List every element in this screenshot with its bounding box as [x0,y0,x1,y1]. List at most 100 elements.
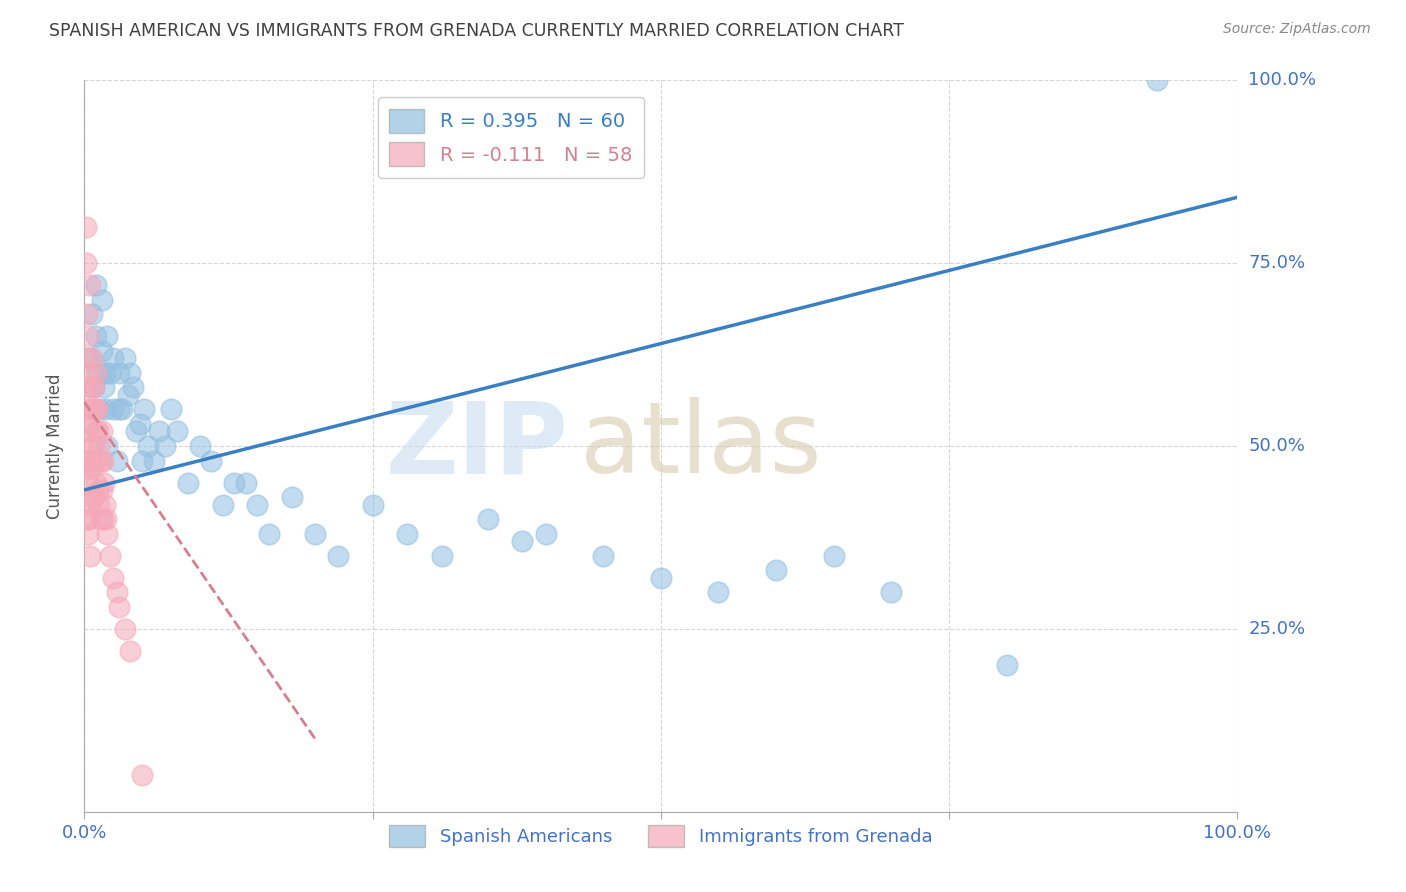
Point [86,453,108,467]
Point [87,425,110,439]
Point [177,475,200,490]
Point [91,453,114,467]
Point [80,380,103,394]
Point [76,402,98,417]
Point [142,453,165,467]
Point [160,402,183,417]
Point [148,425,170,439]
Point [84,278,107,293]
Point [87,483,110,497]
Point [103,402,124,417]
Point [80,439,103,453]
Point [76,512,98,526]
Point [120,366,142,380]
Point [83,380,105,394]
Text: 100.0%: 100.0% [1249,71,1316,89]
Point [82,351,104,366]
Point [166,425,188,439]
Point [90,483,112,497]
Point [89,512,111,526]
Point [534,526,557,541]
Point [82,307,104,321]
Point [512,534,534,549]
Point [707,585,730,599]
Point [880,585,903,599]
Point [83,402,105,417]
Point [94,366,117,380]
Point [75,256,97,270]
Point [304,526,326,541]
Point [79,402,101,417]
Text: ZIP: ZIP [385,398,568,494]
Point [108,402,131,417]
Point [87,366,110,380]
Point [98,366,121,380]
Text: Source: ZipAtlas.com: Source: ZipAtlas.com [1223,22,1371,37]
Point [823,549,845,563]
Point [79,549,101,563]
Point [224,475,246,490]
Point [90,293,112,307]
Point [128,417,150,431]
Point [77,417,100,431]
Point [89,453,111,467]
Point [90,343,112,358]
Point [361,498,384,512]
Point [76,351,98,366]
Point [77,512,100,526]
Text: atlas: atlas [581,398,821,494]
Point [76,380,98,394]
Point [134,402,156,417]
Point [80,490,103,504]
Point [84,329,107,343]
Point [257,526,280,541]
Point [650,571,672,585]
Point [77,461,100,475]
Text: 75.0%: 75.0% [1249,254,1306,272]
Point [84,366,107,380]
Text: SPANISH AMERICAN VS IMMIGRANTS FROM GRENADA CURRENTLY MARRIED CORRELATION CHART: SPANISH AMERICAN VS IMMIGRANTS FROM GREN… [49,22,904,40]
Point [79,278,101,293]
Point [96,439,118,453]
Point [105,585,128,599]
Point [430,549,453,563]
Point [76,475,98,490]
Point [103,571,124,585]
Point [108,366,131,380]
Point [995,658,1018,673]
Point [77,366,100,380]
Point [131,453,153,467]
Point [91,512,114,526]
Point [188,439,211,453]
Point [86,402,108,417]
Point [84,475,107,490]
Point [76,425,98,439]
Point [396,526,419,541]
Point [79,498,101,512]
Point [121,380,143,394]
Point [98,549,121,563]
Point [84,425,107,439]
Point [93,475,115,490]
Y-axis label: Currently Married: Currently Married [45,373,63,519]
Point [79,453,101,467]
Point [76,307,98,321]
Point [89,402,111,417]
Point [246,498,269,512]
Point [153,439,176,453]
Point [105,453,128,467]
Point [131,768,153,782]
Point [211,498,233,512]
Point [108,599,131,614]
Legend: Spanish Americans, Immigrants from Grenada: Spanish Americans, Immigrants from Grena… [382,817,939,854]
Point [111,402,134,417]
Point [79,351,101,366]
Point [94,498,117,512]
Point [235,475,257,490]
Point [90,425,112,439]
Point [117,388,139,402]
Point [83,490,105,504]
Point [281,490,304,504]
Point [114,622,136,636]
Point [83,453,105,467]
